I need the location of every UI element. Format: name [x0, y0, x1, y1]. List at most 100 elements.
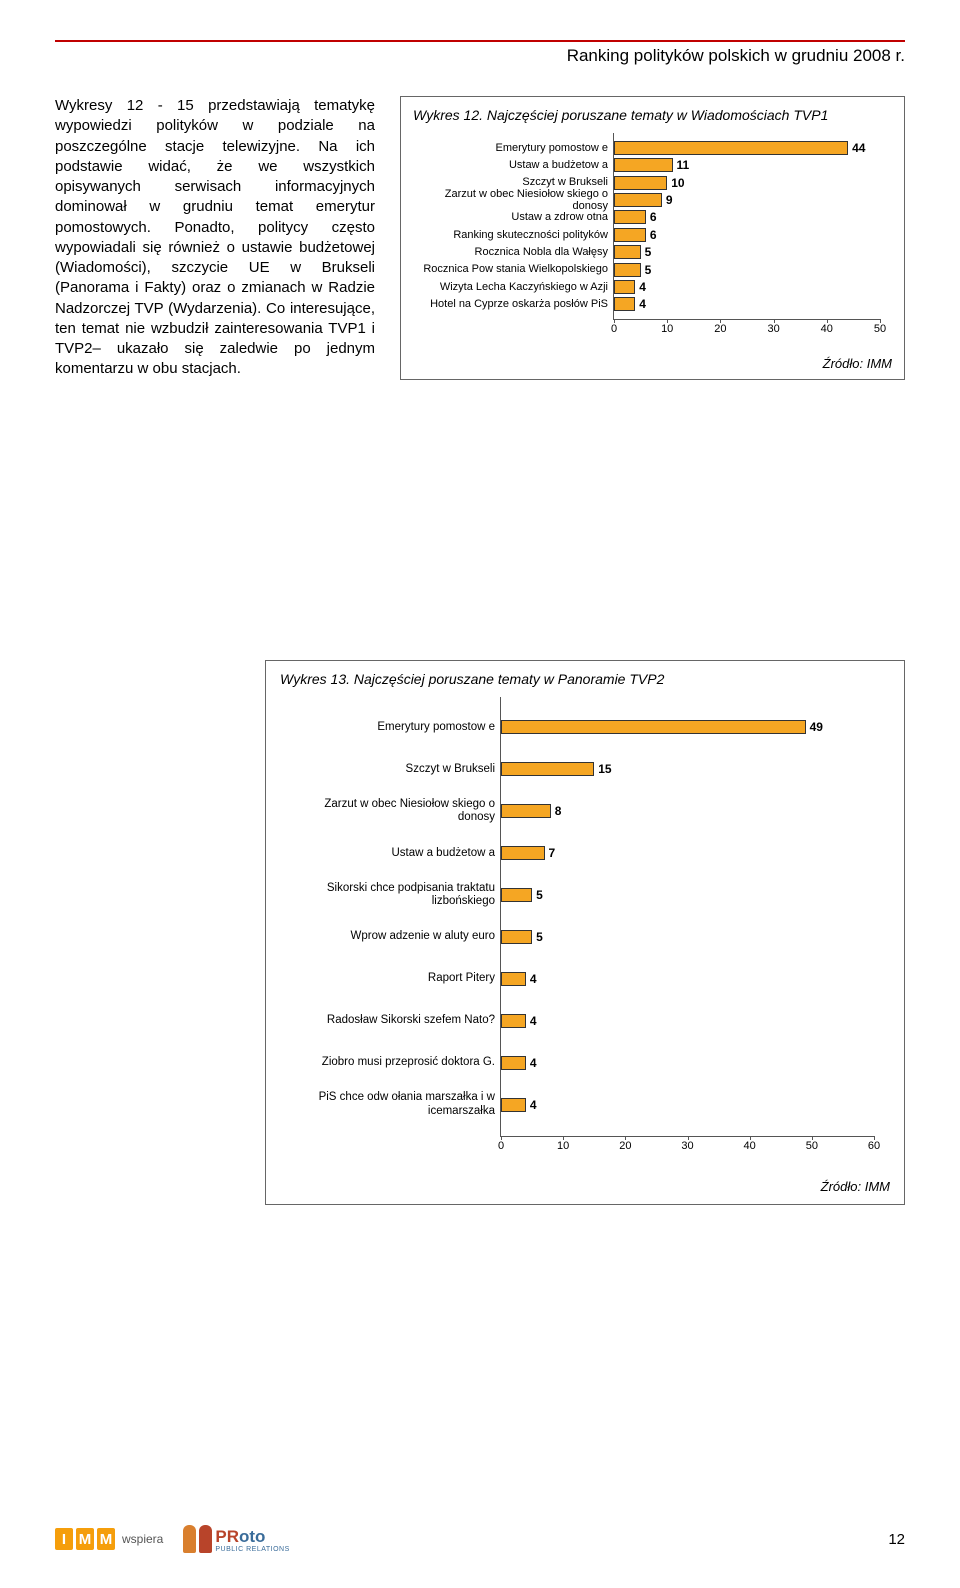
chart-bar-value: 5 — [536, 930, 543, 944]
chart-x-tick: 50 — [806, 1140, 818, 1152]
imm-logo: I M M wspiera — [55, 1528, 163, 1550]
chart-bar — [614, 210, 646, 224]
chart-bar-row: Szczyt w Brukseli10 — [614, 174, 880, 192]
chart-x-tick: 30 — [767, 323, 779, 335]
chart-bar — [614, 193, 662, 207]
chart-bar-value: 4 — [639, 280, 646, 294]
chart-bar-label: Ranking skuteczności polityków — [419, 229, 614, 241]
chart-x-tick: 0 — [611, 323, 617, 335]
chart-bar — [501, 846, 545, 860]
chart-bar-row: Ranking skuteczności polityków6 — [614, 226, 880, 244]
chart-x-tick: 20 — [619, 1140, 631, 1152]
chart-bar-label: Szczyt w Brukseli — [419, 176, 614, 188]
chart-bar-label: Wizyta Lecha Kaczyńskiego w Azji — [419, 281, 614, 293]
chart-bar-row: Emerytury pomostow e44 — [614, 139, 880, 157]
chart-bar-label: Sikorski chce podpisania traktatu lizboń… — [286, 882, 501, 908]
upper-section: Wykresy 12 - 15 przedstawiają tematykę w… — [55, 96, 905, 380]
chart-bar-row: Wizyta Lecha Kaczyńskiego w Azji4 — [614, 278, 880, 296]
chart-bar — [501, 804, 551, 818]
chart-12-container: Wykres 12. Najczęściej poruszane tematy … — [400, 96, 905, 380]
chart-x-tick: 10 — [661, 323, 673, 335]
chart-bar-label: Zarzut w obec Niesiołow skiego o donosy — [286, 798, 501, 824]
chart-bar-row: Szczyt w Brukseli15 — [501, 760, 874, 778]
chart-13-plot: Emerytury pomostow e49 Szczyt w Brukseli1… — [500, 697, 874, 1137]
chart-bar-value: 44 — [852, 141, 865, 155]
chart-bar-row: Ziobro musi przeprosić doktora G.4 — [501, 1054, 874, 1072]
chart-bar-row: Ustaw a budżetow a11 — [614, 156, 880, 174]
chart-bar — [614, 228, 646, 242]
logo-group: I M M wspiera PRoto PUBLIC RELATIONS — [55, 1525, 290, 1553]
chart-bar-label: Hotel na Cyprze oskarża posłów PiS — [419, 298, 614, 310]
proto-oto: oto — [239, 1527, 265, 1546]
chart-bar — [501, 762, 594, 776]
chart-bar-value: 9 — [666, 193, 673, 207]
proto-text: PRoto PUBLIC RELATIONS — [215, 1528, 289, 1553]
chart-13-container: Wykres 13. Najczęściej poruszane tematy … — [265, 660, 905, 1205]
chart-bar-row: Wprow adzenie w aluty euro5 — [501, 928, 874, 946]
imm-letter: I — [55, 1528, 73, 1550]
chart-bar-label: Szczyt w Brukseli — [286, 763, 501, 776]
chart-bar-row: Radosław Sikorski szefem Nato?4 — [501, 1012, 874, 1030]
proto-figure-icon — [199, 1525, 212, 1553]
chart-bar — [501, 1056, 526, 1070]
body-paragraph: Wykresy 12 - 15 przedstawiają tematykę w… — [55, 96, 375, 380]
chart-bar-value: 8 — [555, 804, 562, 818]
chart-bar-label: Emerytury pomostow e — [286, 721, 501, 734]
chart-13-title: Wykres 13. Najczęściej poruszane tematy … — [280, 671, 890, 687]
chart-bar-row: Ustaw a zdrow otna6 — [614, 208, 880, 226]
chart-bar-label: Raport Pitery — [286, 972, 501, 985]
chart-bar-label: Ustaw a budżetow a — [286, 847, 501, 860]
chart-bar-row: Emerytury pomostow e49 — [501, 718, 874, 736]
imm-letter: M — [76, 1528, 94, 1550]
chart-12-plot: Emerytury pomostow e44Ustaw a budżetow a… — [613, 133, 880, 320]
chart-bar — [501, 1014, 526, 1028]
chart-bar-label: Rocznica Pow stania Wielkopolskiego — [419, 263, 614, 275]
chart-bar-label: PiS chce odw ołania marszałka i w icemar… — [286, 1091, 501, 1117]
chart-bar — [501, 888, 532, 902]
chart-bar — [614, 245, 641, 259]
page-header: Ranking polityków polskich w grudniu 200… — [55, 46, 905, 66]
chart-bar-value: 5 — [536, 888, 543, 902]
chart-bar-label: Ziobro musi przeprosić doktora G. — [286, 1056, 501, 1069]
chart-bar-label: Wprow adzenie w aluty euro — [286, 930, 501, 943]
chart-x-axis: 01020304050 — [614, 323, 880, 341]
imm-letter: M — [97, 1528, 115, 1550]
chart-bar-value: 4 — [530, 1098, 537, 1112]
chart-bar-row: Raport Pitery4 — [501, 970, 874, 988]
chart-bar-label: Ustaw a zdrow otna — [419, 211, 614, 223]
chart-bar — [614, 297, 635, 311]
chart-bar — [614, 280, 635, 294]
chart-bar-value: 6 — [650, 228, 657, 242]
chart-x-tick: 30 — [681, 1140, 693, 1152]
header-rule — [55, 40, 905, 42]
proto-figure-icon — [183, 1525, 196, 1553]
chart-bar-label: Emerytury pomostow e — [419, 142, 614, 154]
chart-bar-row: Sikorski chce podpisania traktatu lizboń… — [501, 886, 874, 904]
chart-bar-value: 11 — [677, 158, 690, 172]
footer: I M M wspiera PRoto PUBLIC RELATIONS 12 — [55, 1525, 905, 1553]
chart-x-tick: 60 — [868, 1140, 880, 1152]
chart-bar — [501, 972, 526, 986]
chart-bar-value: 15 — [598, 762, 611, 776]
chart-bar-row: PiS chce odw ołania marszałka i w icemar… — [501, 1096, 874, 1114]
chart-bar-label: Zarzut w obec Niesiołow skiego o donosy — [419, 188, 614, 212]
chart-bar — [501, 930, 532, 944]
chart-bar-value: 49 — [810, 720, 823, 734]
chart-bar-value: 4 — [530, 1056, 537, 1070]
chart-bar — [614, 263, 641, 277]
chart-bar-value: 10 — [671, 176, 684, 190]
chart-x-axis: 0102030405060 — [501, 1140, 874, 1158]
chart-bar — [501, 1098, 526, 1112]
chart-bar — [614, 158, 673, 172]
chart-x-tick: 10 — [557, 1140, 569, 1152]
chart-bar — [501, 720, 806, 734]
proto-pr: PR — [215, 1527, 239, 1546]
chart-bar — [614, 176, 667, 190]
chart-x-tick: 40 — [744, 1140, 756, 1152]
chart-12-title: Wykres 12. Najczęściej poruszane tematy … — [413, 107, 892, 123]
chart-x-tick: 0 — [498, 1140, 504, 1152]
chart-bar-label: Radosław Sikorski szefem Nato? — [286, 1014, 501, 1027]
chart-12-source: Źródło: IMM — [413, 356, 892, 371]
chart-x-tick: 50 — [874, 323, 886, 335]
chart-13-source: Źródło: IMM — [280, 1179, 890, 1194]
